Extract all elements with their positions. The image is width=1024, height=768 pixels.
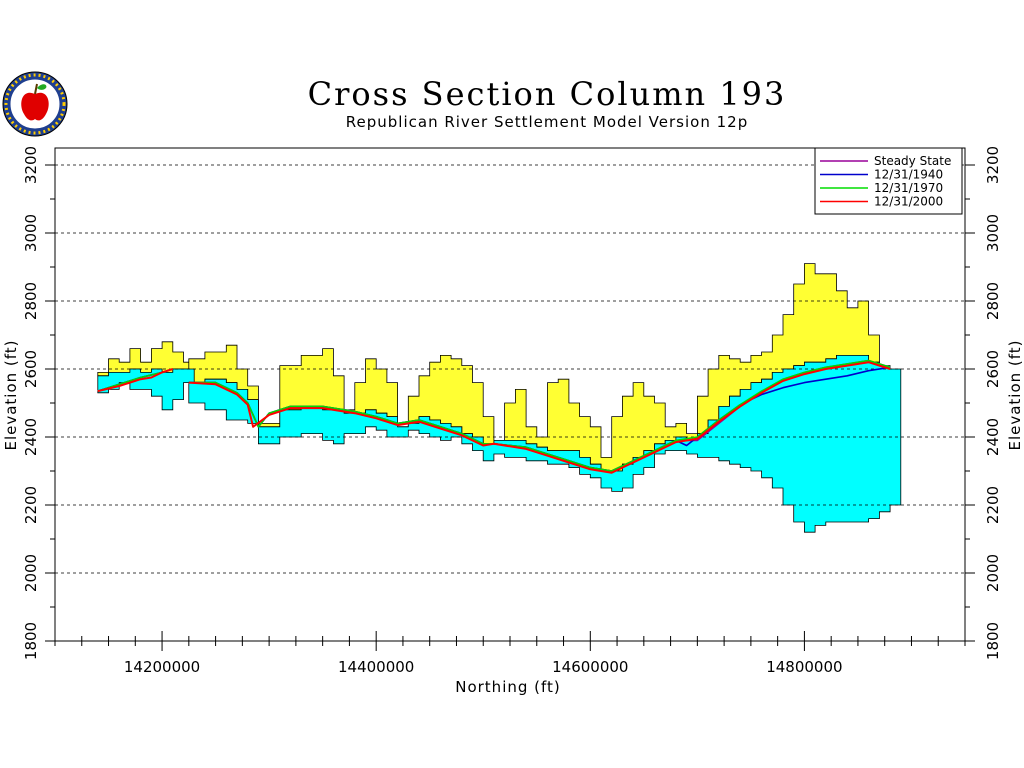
- y-tick-label-left: 2800: [22, 282, 40, 320]
- y-tick-label-right: 2200: [984, 486, 1002, 524]
- legend-label: 12/31/2000: [874, 195, 943, 209]
- plot-area: 14200000 14400000 14600000 14800000 1800 1800…: [22, 146, 1002, 676]
- x-tick-label: 14400000: [338, 658, 414, 676]
- y-axis-label-left: Elevation (ft): [2, 339, 20, 450]
- band-aquifer-segment-0: [97, 368, 195, 411]
- y-tick-label-right: 2800: [984, 282, 1002, 320]
- series-12-31-2000-segment-0: [97, 368, 174, 393]
- series-12-31-2000-segment-1: [188, 361, 891, 474]
- y-tick-label-right: 3200: [984, 146, 1002, 184]
- band-aquifer-segment-1: [188, 354, 902, 533]
- y-tick-label-left: 2000: [22, 554, 40, 592]
- y-tick-label-right: 3000: [984, 214, 1002, 252]
- x-tick-label: 14800000: [766, 658, 842, 676]
- y-axis-label-right: Elevation (ft): [1006, 339, 1024, 450]
- legend-label: 12/31/1940: [874, 168, 943, 182]
- chart-subtitle: Republican River Settlement Model Versio…: [346, 113, 748, 131]
- cross-section-bands: [97, 263, 902, 533]
- y-tick-label-right: 2400: [984, 418, 1002, 456]
- y-tick-label-left: 2200: [22, 486, 40, 524]
- y-tick-label-left: 2400: [22, 418, 40, 456]
- y-tick-label-right: 1800: [984, 622, 1002, 660]
- water-level-lines: [97, 359, 891, 474]
- chart-title: Cross Section Column 193: [308, 75, 787, 113]
- x-tick-label: 14600000: [552, 658, 628, 676]
- y-tick-label-right: 2600: [984, 350, 1002, 388]
- legend-label: Steady State: [874, 154, 951, 168]
- legend-box: [814, 147, 963, 215]
- legend-label: 12/31/1970: [874, 181, 943, 195]
- x-axis-label: Northing (ft): [455, 678, 561, 696]
- y-tick-label-left: 2600: [22, 350, 40, 388]
- y-tick-label-left: 3200: [22, 146, 40, 184]
- series-12-31-1970-segment-1: [188, 359, 891, 472]
- agency-seal-logo: [2, 71, 68, 137]
- legend: Steady State12/31/194012/31/197012/31/20…: [814, 147, 963, 215]
- y-tick-label-left: 1800: [22, 622, 40, 660]
- y-tick-label-right: 2000: [984, 554, 1002, 592]
- axis-ticks: 14200000 14400000 14600000 14800000 1800 1800…: [22, 146, 1002, 676]
- y-tick-label-left: 3000: [22, 214, 40, 252]
- x-tick-label: 14200000: [124, 658, 200, 676]
